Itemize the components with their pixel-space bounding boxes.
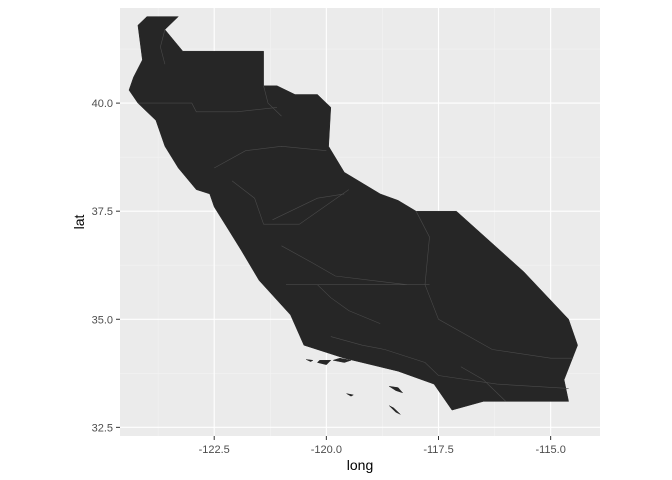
island-san-miguel (305, 359, 314, 362)
y-axis-ticks: 32.5 35.0 37.5 40.0 (92, 98, 120, 434)
x-axis-ticks: -122.5 -120.0 -117.5 -115.0 (199, 436, 566, 456)
y-tick-label: 32.5 (92, 422, 113, 434)
x-tick-label: -115.0 (535, 444, 565, 456)
x-tick-label: -117.5 (423, 444, 453, 456)
map-regions (128, 16, 578, 415)
y-tick-label: 37.5 (92, 206, 113, 218)
y-axis-title: lat (71, 215, 87, 230)
county-boundary (281, 245, 408, 285)
y-tick-label: 35.0 (92, 314, 113, 326)
x-tick-label: -120.0 (311, 444, 342, 456)
y-tick-label: 40.0 (92, 98, 113, 110)
county-boundary (214, 145, 327, 169)
x-axis-title: long (347, 457, 373, 473)
county-boundary (317, 284, 381, 324)
county-boundary (272, 193, 345, 221)
county-boundary (160, 29, 166, 65)
county-boundary (424, 284, 574, 359)
island-san-clemente (388, 405, 401, 415)
x-tick-label: -122.5 (199, 444, 230, 456)
california-county-polygons (128, 16, 578, 411)
county-boundary (330, 336, 385, 350)
county-borders (137, 29, 574, 402)
county-boundary (415, 211, 430, 285)
island-san-nicolas (346, 393, 354, 397)
county-boundary (384, 349, 569, 389)
county-boundary (137, 102, 278, 113)
island-santa-catalina (388, 386, 403, 394)
county-boundary (231, 180, 349, 225)
island-santa-rosa (317, 360, 332, 365)
county-boundary (263, 85, 282, 117)
county-boundary (460, 366, 507, 402)
island-santa-cruz (332, 357, 352, 363)
